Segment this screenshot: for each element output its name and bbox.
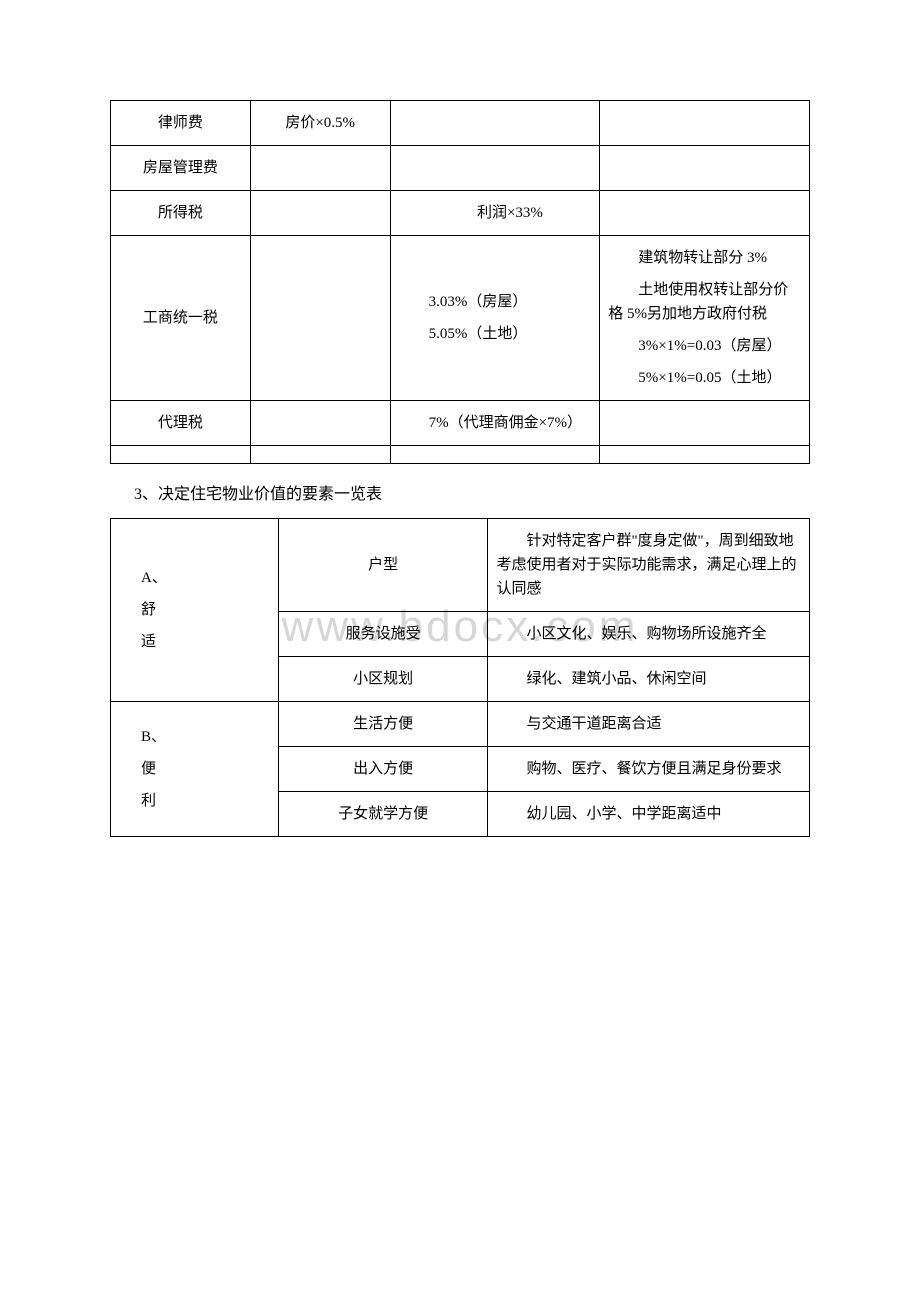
cell-fee-name: 所得税: [111, 191, 251, 236]
cell-fee-col4: 建筑物转让部分 3% 土地使用权转让部分价格 5%另加地方政府付税 3%×1%=…: [600, 236, 810, 401]
cell-fee-col4: [600, 101, 810, 146]
fees-table: 律师费 房价×0.5% 房屋管理费 所得税 利润×33% 工商统一税 3.03%…: [110, 100, 810, 464]
table-row: 工商统一税 3.03%（房屋） 5.05%（土地） 建筑物转让部分 3% 土地使…: [111, 236, 810, 401]
property-value-factors-table: A、 舒 适 户型 针对特定客户群"度身定做"，周到细致地考虑使用者对于实际功能…: [110, 518, 810, 837]
cell-fee-col3: [390, 101, 600, 146]
para: 建筑物转让部分 3%: [608, 246, 801, 270]
description-cell: 幼儿园、小学、中学距离适中: [488, 792, 810, 837]
para: 3.03%（房屋）: [399, 290, 592, 314]
cat-line: 便: [141, 757, 270, 781]
description-cell: 小区文化、娱乐、购物场所设施齐全: [488, 612, 810, 657]
para: 5.05%（土地）: [399, 322, 592, 346]
cell-fee-rate: [250, 401, 390, 446]
cell-fee-name: 工商统一税: [111, 236, 251, 401]
cell-fee-col3: 利润×33%: [390, 191, 600, 236]
section-heading: 3、决定住宅物业价值的要素一览表: [134, 480, 810, 504]
description-cell: 购物、医疗、餐饮方便且满足身份要求: [488, 747, 810, 792]
cell-fee-col3: 3.03%（房屋） 5.05%（土地）: [390, 236, 600, 401]
cat-line: 适: [141, 630, 270, 654]
cell-empty: [250, 446, 390, 464]
cat-line: 舒: [141, 598, 270, 622]
para: 5%×1%=0.05（土地）: [608, 366, 801, 390]
table-row: B、 便 利 生活方便 与交通干道距离合适: [111, 702, 810, 747]
page-content: 律师费 房价×0.5% 房屋管理费 所得税 利润×33% 工商统一税 3.03%…: [110, 100, 810, 837]
cat-line: B、: [141, 725, 270, 749]
cell-fee-col4: [600, 146, 810, 191]
cell-fee-rate: [250, 146, 390, 191]
table-row: 代理税 7%（代理商佣金×7%）: [111, 401, 810, 446]
cell-fee-rate: 房价×0.5%: [250, 101, 390, 146]
para: 土地使用权转让部分价格 5%另加地方政府付税: [608, 278, 801, 326]
cell-fee-col4: [600, 191, 810, 236]
description-cell: 针对特定客户群"度身定做"，周到细致地考虑使用者对于实际功能需求，满足心理上的认…: [488, 519, 810, 612]
cat-line: A、: [141, 566, 270, 590]
factor-cell: 生活方便: [278, 702, 488, 747]
table-row-empty: [111, 446, 810, 464]
cell-fee-name: 律师费: [111, 101, 251, 146]
cell-fee-rate: [250, 236, 390, 401]
cell-fee-col4: [600, 401, 810, 446]
cat-line: 利: [141, 789, 270, 813]
para: 3%×1%=0.03（房屋）: [608, 334, 801, 358]
description-cell: 与交通干道距离合适: [488, 702, 810, 747]
table-row: 律师费 房价×0.5%: [111, 101, 810, 146]
factor-cell: 服务设施受: [278, 612, 488, 657]
table-row: 房屋管理费: [111, 146, 810, 191]
factor-cell: 小区规划: [278, 657, 488, 702]
cell-fee-col3: [390, 146, 600, 191]
table-row: A、 舒 适 户型 针对特定客户群"度身定做"，周到细致地考虑使用者对于实际功能…: [111, 519, 810, 612]
category-cell-a: A、 舒 适: [111, 519, 279, 702]
cell-fee-col3: 7%（代理商佣金×7%）: [390, 401, 600, 446]
cell-fee-rate: [250, 191, 390, 236]
factor-cell: 子女就学方便: [278, 792, 488, 837]
cell-empty: [111, 446, 251, 464]
table-row: 所得税 利润×33%: [111, 191, 810, 236]
cell-empty: [390, 446, 600, 464]
description-cell: 绿化、建筑小品、休闲空间: [488, 657, 810, 702]
cell-fee-name: 房屋管理费: [111, 146, 251, 191]
cell-fee-name: 代理税: [111, 401, 251, 446]
factor-cell: 出入方便: [278, 747, 488, 792]
factor-cell: 户型: [278, 519, 488, 612]
category-cell-b: B、 便 利: [111, 702, 279, 837]
cell-empty: [600, 446, 810, 464]
